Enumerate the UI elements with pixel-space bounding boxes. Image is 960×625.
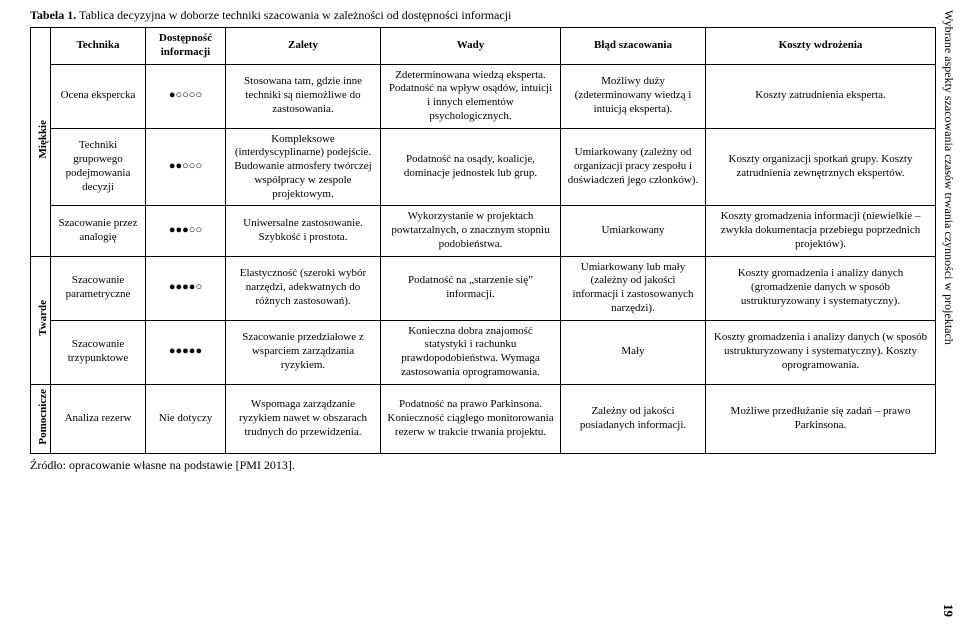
cell-blad: Umiarkowany (zależny od organizacji prac…	[561, 128, 706, 206]
col-dostepnosc: Dostępność informacji	[146, 28, 226, 65]
cell-koszty: Możliwe przedłużanie się zadań – prawo P…	[706, 384, 936, 453]
group-miekkie: Miękkie	[31, 28, 51, 257]
cell-koszty: Koszty gromadzenia informacji (niewielki…	[706, 206, 936, 256]
cell-dost: ●●○○○	[146, 128, 226, 206]
cell-technika: Szacowanie przez analogię	[51, 206, 146, 256]
table-row: Ocena ekspercka ●○○○○ Stosowana tam, gdz…	[31, 64, 936, 128]
cell-zalety: Szacowanie przedziałowe z wsparciem zarz…	[226, 320, 381, 384]
cell-wady: Podatność na osądy, koalicje, dominacje …	[381, 128, 561, 206]
cell-dost: ●●●●○	[146, 256, 226, 320]
cell-dost: ●●●○○	[146, 206, 226, 256]
header-row: Miękkie Technika Dostępność informacji Z…	[31, 28, 936, 65]
side-title: Wybrane aspekty szacowania czasów trwani…	[941, 10, 956, 345]
cell-wady: Podatność na prawo Parkinsona. Konieczno…	[381, 384, 561, 453]
group-twarde: Twarde	[31, 256, 51, 384]
table-row: Pomocnicze Analiza rezerw Nie dotyczy Ws…	[31, 384, 936, 453]
cell-zalety: Kompleksowe (interdyscyplinarne) podejśc…	[226, 128, 381, 206]
cell-zalety: Uniwersalne zastosowanie. Szybkość i pro…	[226, 206, 381, 256]
cell-wady: Konieczna dobra znajomość statystyki i r…	[381, 320, 561, 384]
caption-text: Tablica decyzyjna w doborze techniki sza…	[76, 8, 511, 22]
cell-dost: ●●●●●	[146, 320, 226, 384]
decision-table: Miękkie Technika Dostępność informacji Z…	[30, 27, 936, 454]
group-pomocnicze: Pomocnicze	[31, 384, 51, 453]
col-blad: Błąd szacowania	[561, 28, 706, 65]
table-caption: Tabela 1. Tablica decyzyjna w doborze te…	[10, 8, 950, 23]
cell-technika: Ocena ekspercka	[51, 64, 146, 128]
cell-koszty: Koszty organizacji spotkań grupy. Koszty…	[706, 128, 936, 206]
page-number: 19	[940, 604, 956, 617]
cell-technika: Techniki grupowego podejmowania decyzji	[51, 128, 146, 206]
cell-blad: Mały	[561, 320, 706, 384]
cell-dost: ●○○○○	[146, 64, 226, 128]
col-wady: Wady	[381, 28, 561, 65]
table-row: Twarde Szacowanie parametryczne ●●●●○ El…	[31, 256, 936, 320]
table-row: Szacowanie przez analogię ●●●○○ Uniwersa…	[31, 206, 936, 256]
cell-technika: Szacowanie trzypunktowe	[51, 320, 146, 384]
cell-zalety: Elastyczność (szeroki wybór narzędzi, ad…	[226, 256, 381, 320]
table-row: Techniki grupowego podejmowania decyzji …	[31, 128, 936, 206]
col-technika: Technika	[51, 28, 146, 65]
source-text: Źródło: opracowanie własne na podstawie …	[10, 458, 950, 473]
cell-wady: Podatność na „starzenie się” informacji.	[381, 256, 561, 320]
cell-technika: Szacowanie parametryczne	[51, 256, 146, 320]
cell-blad: Umiarkowany lub mały (zależny od jakości…	[561, 256, 706, 320]
cell-blad: Zależny od jakości posiadanych informacj…	[561, 384, 706, 453]
caption-label: Tabela 1.	[30, 8, 76, 22]
cell-blad: Umiarkowany	[561, 206, 706, 256]
table-row: Szacowanie trzypunktowe ●●●●● Szacowanie…	[31, 320, 936, 384]
cell-koszty: Koszty gromadzenia i analizy danych (w s…	[706, 320, 936, 384]
cell-wady: Zdeterminowana wiedzą eksperta. Podatnoś…	[381, 64, 561, 128]
cell-koszty: Koszty zatrudnienia eksperta.	[706, 64, 936, 128]
col-koszty: Koszty wdrożenia	[706, 28, 936, 65]
cell-zalety: Stosowana tam, gdzie inne techniki są ni…	[226, 64, 381, 128]
cell-koszty: Koszty gromadzenia i analizy danych (gro…	[706, 256, 936, 320]
cell-zalety: Wspomaga zarządzanie ryzykiem nawet w ob…	[226, 384, 381, 453]
cell-dost: Nie dotyczy	[146, 384, 226, 453]
cell-wady: Wykorzystanie w projektach powtarzalnych…	[381, 206, 561, 256]
cell-blad: Możliwy duży (zdeterminowany wiedzą i in…	[561, 64, 706, 128]
col-zalety: Zalety	[226, 28, 381, 65]
cell-technika: Analiza rezerw	[51, 384, 146, 453]
